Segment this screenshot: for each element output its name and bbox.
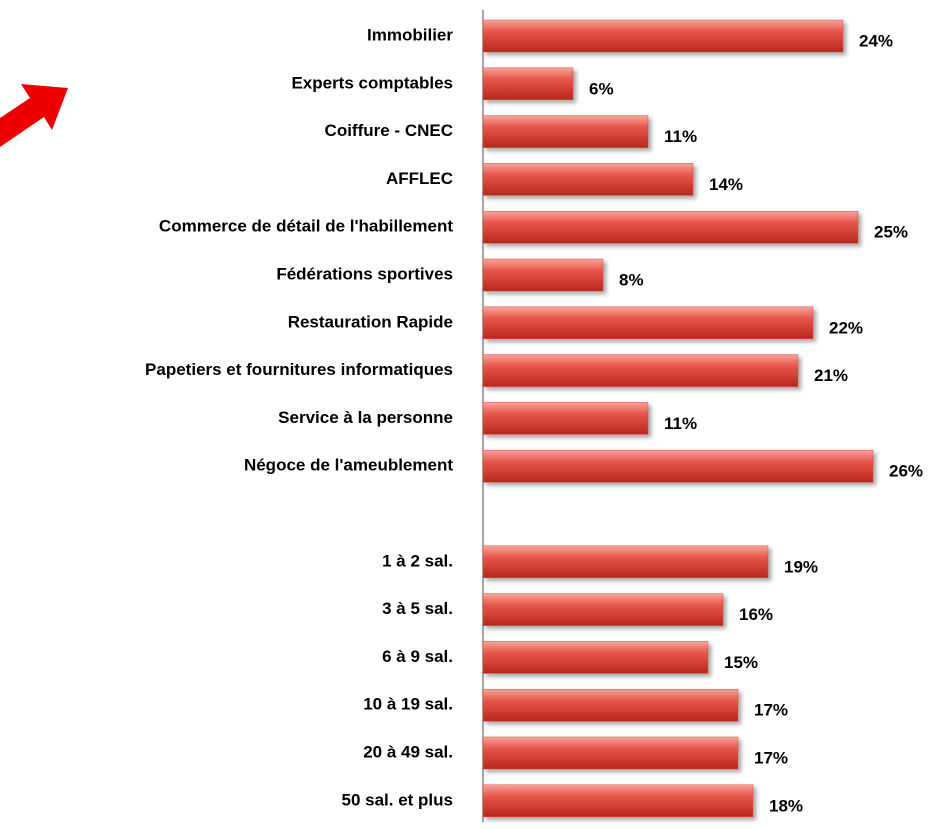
bar xyxy=(482,545,769,579)
category-label: Service à la personne xyxy=(278,408,453,427)
bar xyxy=(482,115,649,148)
value-label: 26% xyxy=(889,462,923,481)
category-label: Commerce de détail de l'habillement xyxy=(159,217,453,236)
arrow xyxy=(0,84,68,147)
category-label: Restauration Rapide xyxy=(288,312,453,331)
value-label: 8% xyxy=(619,270,644,289)
bar xyxy=(482,67,574,101)
category-label: Fédérations sportives xyxy=(276,264,453,283)
value-label: 21% xyxy=(814,366,848,385)
category-label: Coiffure - CNEC xyxy=(325,121,453,140)
bar xyxy=(482,306,814,340)
value-label: 11% xyxy=(664,127,697,146)
category-label: 1 à 2 sal. xyxy=(382,551,453,570)
category-label: 6 à 9 sal. xyxy=(382,647,453,666)
bar xyxy=(482,593,724,626)
category-label: Immobilier xyxy=(367,25,453,44)
bar xyxy=(482,736,739,770)
bar xyxy=(482,784,754,818)
value-label: 17% xyxy=(754,701,788,720)
value-label: 25% xyxy=(874,223,908,242)
value-label: 18% xyxy=(769,796,803,815)
category-label: 10 à 19 sal. xyxy=(363,695,453,714)
value-label: 17% xyxy=(754,748,788,767)
category-label: Experts comptables xyxy=(291,73,453,92)
bar xyxy=(482,19,844,53)
category-label: 20 à 49 sal. xyxy=(363,742,453,761)
category-label: 3 à 5 sal. xyxy=(382,599,453,618)
value-label: 24% xyxy=(859,31,893,50)
bar xyxy=(482,354,799,387)
bar xyxy=(482,688,739,722)
category-label: AFFLEC xyxy=(386,169,453,188)
category-label: 50 sal. et plus xyxy=(342,790,454,809)
value-label: 19% xyxy=(784,557,818,576)
value-label: 15% xyxy=(724,653,758,672)
value-label: 14% xyxy=(709,175,743,194)
bar xyxy=(482,163,694,196)
bar xyxy=(482,449,874,483)
category-label: Papetiers et fournitures informatiques xyxy=(145,360,453,379)
bar xyxy=(482,210,859,244)
bar xyxy=(482,258,604,292)
value-label: 22% xyxy=(829,318,863,337)
value-label: 11% xyxy=(664,414,697,433)
category-label: Négoce de l'ameublement xyxy=(244,456,453,475)
value-label: 16% xyxy=(739,605,773,624)
bar xyxy=(482,641,709,674)
value-label: 6% xyxy=(589,79,614,98)
bar xyxy=(482,402,649,435)
